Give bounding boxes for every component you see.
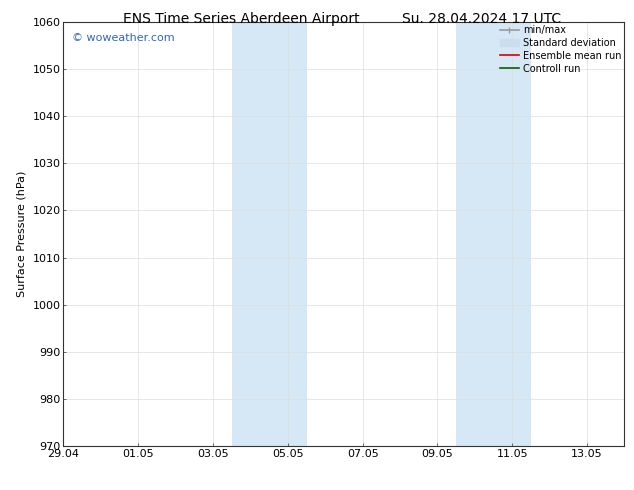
Text: © woweather.com: © woweather.com	[72, 33, 174, 43]
Text: Su. 28.04.2024 17 UTC: Su. 28.04.2024 17 UTC	[403, 12, 561, 26]
Bar	[456, 22, 531, 446]
Text: ENS Time Series Aberdeen Airport: ENS Time Series Aberdeen Airport	[122, 12, 359, 26]
Legend: min/max, Standard deviation, Ensemble mean run, Controll run: min/max, Standard deviation, Ensemble me…	[500, 25, 621, 74]
Bar	[232, 22, 307, 446]
Y-axis label: Surface Pressure (hPa): Surface Pressure (hPa)	[17, 171, 27, 297]
